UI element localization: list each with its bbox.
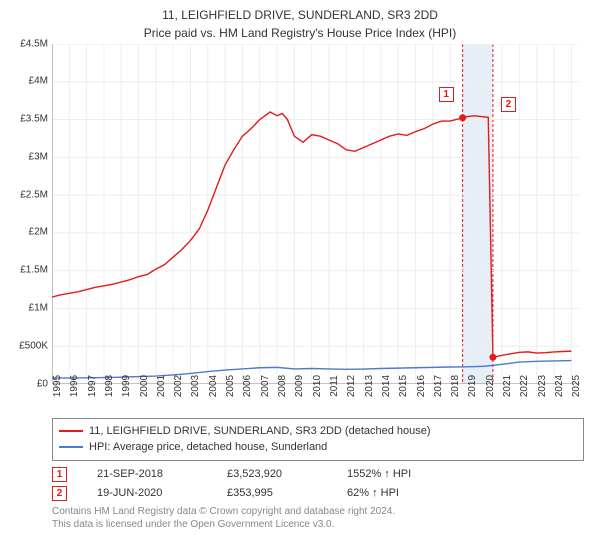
x-tick-label: 2007 xyxy=(260,374,271,396)
x-tick-label: 2022 xyxy=(519,374,530,396)
x-tick-label: 2023 xyxy=(537,374,548,396)
y-tick-label: £2M xyxy=(29,227,48,238)
x-tick-label: 1998 xyxy=(104,374,115,396)
sales-table: 1 21-SEP-2018 £3,523,920 1552% ↑ HPI 2 1… xyxy=(52,467,584,501)
x-tick-label: 2014 xyxy=(381,374,392,396)
sale-price-2: £353,995 xyxy=(227,487,317,499)
license-line1: Contains HM Land Registry data © Crown c… xyxy=(52,505,584,518)
y-tick-label: £3M xyxy=(29,151,48,162)
x-tick-label: 2005 xyxy=(225,374,236,396)
sale-num-1: 1 xyxy=(52,467,67,482)
sale-delta-2: 62% ↑ HPI xyxy=(347,487,447,499)
x-tick-label: 2006 xyxy=(242,374,253,396)
sale-marker-1: 1 xyxy=(439,87,454,102)
y-tick-label: £500K xyxy=(19,340,48,351)
license-line2: This data is licensed under the Open Gov… xyxy=(52,518,584,531)
x-tick-label: 2012 xyxy=(346,374,357,396)
legend-label-property: 11, LEIGHFIELD DRIVE, SUNDERLAND, SR3 2D… xyxy=(89,423,431,440)
legend-row-hpi: HPI: Average price, detached house, Sund… xyxy=(59,439,577,456)
y-tick-label: £4.5M xyxy=(20,38,48,49)
x-tick-label: 2013 xyxy=(364,374,375,396)
x-tick-label: 2021 xyxy=(502,374,513,396)
sale-row-1: 1 21-SEP-2018 £3,523,920 1552% ↑ HPI xyxy=(52,467,584,482)
x-tick-label: 1996 xyxy=(69,374,80,396)
x-tick-label: 2010 xyxy=(312,374,323,396)
legend-swatch-property xyxy=(59,430,83,432)
y-tick-label: £3.5M xyxy=(20,114,48,125)
chart-subtitle: Price paid vs. HM Land Registry's House … xyxy=(16,26,584,40)
legend-swatch-hpi xyxy=(59,446,83,448)
legend-label-hpi: HPI: Average price, detached house, Sund… xyxy=(89,439,327,456)
x-tick-label: 1995 xyxy=(52,374,63,396)
y-axis: £0£500K£1M£1.5M£2M£2.5M£3M£3.5M£4M£4.5M xyxy=(16,44,50,384)
x-tick-label: 2020 xyxy=(485,374,496,396)
x-tick-label: 2024 xyxy=(554,374,565,396)
x-tick-label: 1997 xyxy=(87,374,98,396)
y-tick-label: £1M xyxy=(29,303,48,314)
x-tick-label: 2025 xyxy=(571,374,582,396)
x-tick-label: 2019 xyxy=(467,374,478,396)
legend: 11, LEIGHFIELD DRIVE, SUNDERLAND, SR3 2D… xyxy=(52,418,584,461)
sale-num-2: 2 xyxy=(52,486,67,501)
x-tick-label: 2003 xyxy=(190,374,201,396)
sale-date-2: 19-JUN-2020 xyxy=(97,487,197,499)
chart-container: 11, LEIGHFIELD DRIVE, SUNDERLAND, SR3 2D… xyxy=(0,0,600,414)
x-tick-label: 2015 xyxy=(398,374,409,396)
legend-row-property: 11, LEIGHFIELD DRIVE, SUNDERLAND, SR3 2D… xyxy=(59,423,577,440)
x-tick-label: 2009 xyxy=(294,374,305,396)
x-tick-label: 2008 xyxy=(277,374,288,396)
x-tick-label: 1999 xyxy=(121,374,132,396)
sale-date-1: 21-SEP-2018 xyxy=(97,468,197,480)
x-tick-label: 2001 xyxy=(156,374,167,396)
x-tick-label: 2000 xyxy=(139,374,150,396)
sale-price-1: £3,523,920 xyxy=(227,468,317,480)
plot-svg xyxy=(52,44,580,384)
sale-marker-2: 2 xyxy=(501,97,516,112)
plot-area: £0£500K£1M£1.5M£2M£2.5M£3M£3.5M£4M£4.5M … xyxy=(52,44,580,384)
x-axis: 1995199619971998199920002001200220032004… xyxy=(52,384,580,414)
y-tick-label: £1.5M xyxy=(20,265,48,276)
y-tick-label: £4M xyxy=(29,76,48,87)
x-tick-label: 2017 xyxy=(433,374,444,396)
chart-title: 11, LEIGHFIELD DRIVE, SUNDERLAND, SR3 2D… xyxy=(16,8,584,24)
license-text: Contains HM Land Registry data © Crown c… xyxy=(52,505,584,531)
x-tick-label: 2002 xyxy=(173,374,184,396)
y-tick-label: £2.5M xyxy=(20,189,48,200)
x-tick-label: 2004 xyxy=(208,374,219,396)
x-tick-label: 2011 xyxy=(329,375,340,397)
sale-row-2: 2 19-JUN-2020 £353,995 62% ↑ HPI xyxy=(52,486,584,501)
x-tick-label: 2016 xyxy=(416,374,427,396)
y-tick-label: £0 xyxy=(37,378,48,389)
sale-delta-1: 1552% ↑ HPI xyxy=(347,468,447,480)
x-tick-label: 2018 xyxy=(450,374,461,396)
